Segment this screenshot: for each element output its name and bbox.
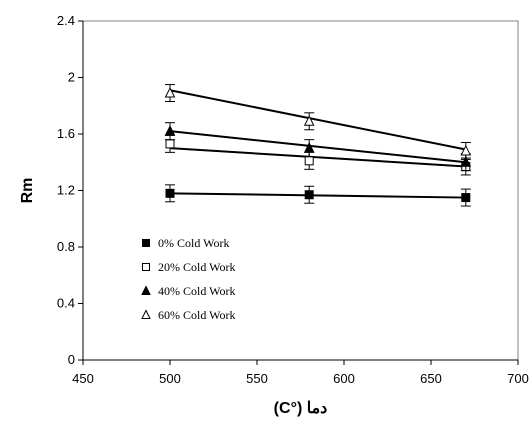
y-tick-label: 2.4 — [57, 13, 75, 28]
legend-label-0: 0% Cold Work — [158, 236, 229, 250]
x-tick-label: 500 — [159, 371, 181, 386]
legend-label-1: 20% Cold Work — [158, 260, 235, 274]
y-tick-label: 1.6 — [57, 126, 75, 141]
x-tick-label: 700 — [507, 371, 529, 386]
series-3-trend-line — [169, 89, 466, 151]
x-axis-title: دما (°C) — [274, 400, 328, 417]
series-1-point — [304, 156, 314, 166]
series-0-point — [165, 188, 175, 198]
y-tick-label: 1.2 — [57, 183, 75, 198]
legend-label-3: 60% Cold Work — [158, 308, 235, 322]
x-tick-label: 550 — [246, 371, 268, 386]
x-tick-label: 650 — [420, 371, 442, 386]
x-tick-label: 450 — [72, 371, 94, 386]
y-tick-label: 0 — [68, 352, 75, 367]
series-3-point — [460, 144, 472, 156]
series-3-point — [303, 115, 315, 126]
series-1-point — [165, 139, 175, 149]
y-tick-label: 0.4 — [57, 296, 75, 311]
y-tick-label: 0.8 — [57, 239, 75, 254]
y-tick-label: 2 — [68, 70, 75, 85]
legend-label-2: 40% Cold Work — [158, 284, 235, 298]
series-1-trend-line — [169, 147, 466, 168]
series-0-point — [461, 193, 471, 203]
y-axis-title: Rm — [19, 178, 36, 204]
series-2-trend-line — [169, 130, 466, 164]
legend-marker-2 — [141, 285, 151, 295]
series-0-point — [304, 190, 314, 200]
series-2-point — [303, 142, 315, 153]
legend-marker-0 — [142, 239, 150, 247]
x-tick-label: 600 — [333, 371, 355, 386]
series-3-point — [164, 86, 176, 98]
series-0-trend-line — [169, 192, 466, 199]
series-2-point — [460, 156, 472, 167]
plot-area-border — [82, 20, 519, 361]
legend-marker-3 — [141, 309, 151, 319]
legend-marker-1 — [142, 263, 150, 271]
series-2-point — [164, 125, 176, 136]
